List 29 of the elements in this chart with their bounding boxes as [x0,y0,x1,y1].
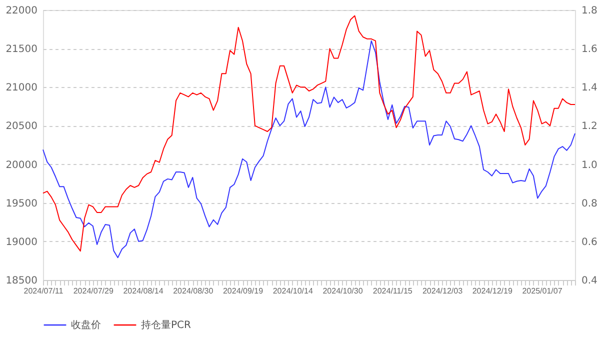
y2-tick-label: 1.0 [582,160,598,171]
y-tick-label: 21000 [6,82,38,94]
legend-label: 持仓量PCR [141,319,192,331]
x-tick-label: 2025/01/07 [522,286,563,296]
x-tick-label: 2024/11/15 [372,286,413,296]
y2-tick-label: 0.8 [582,198,598,210]
x-tick-label: 2024/12/19 [472,286,513,296]
legend-label: 收盘价 [71,319,101,331]
y2-tick-label: 1.8 [582,6,598,16]
x-tick-label: 2024/10/14 [272,286,314,296]
y-tick-label: 21500 [6,44,38,56]
y-tick-label: 19000 [6,236,38,248]
y-tick-label: 18500 [6,276,38,286]
y2-tick-label: 1.2 [582,121,598,132]
y2-tick-label: 0.6 [582,236,598,248]
y-tick-label: 22000 [6,6,38,16]
x-tick-label: 2024/08/14 [123,286,164,296]
y2-tick-label: 1.6 [582,44,598,56]
x-tick-label: 2024/07/29 [73,286,114,296]
x-tick-label: 2024/10/30 [322,286,364,296]
x-tick-label: 2024/07/11 [24,286,64,296]
y2-tick-label: 0.4 [582,276,598,286]
x-tick-label: 2024/12/03 [422,286,464,296]
y-tick-label: 20000 [6,160,38,171]
x-tick-label: 2024/09/19 [222,286,264,296]
y-tick-label: 19500 [6,198,38,210]
x-tick-label: 2024/08/30 [173,286,214,296]
y2-tick-label: 1.4 [582,82,598,94]
y-tick-label: 20500 [6,121,38,132]
